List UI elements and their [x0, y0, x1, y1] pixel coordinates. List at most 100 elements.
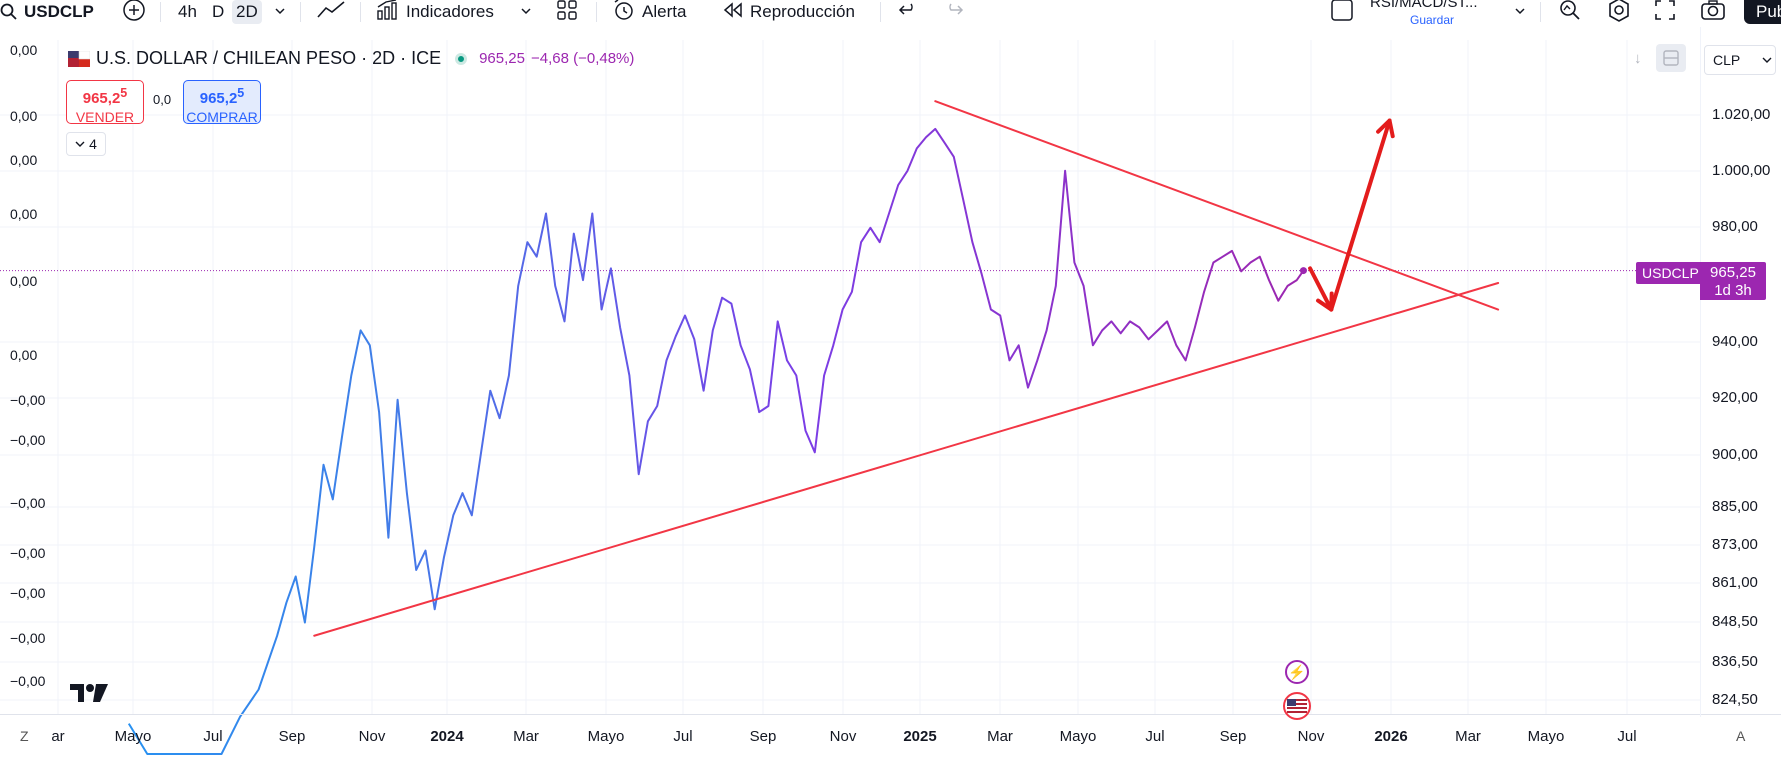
symbol-search[interactable]: USDCLP: [0, 0, 94, 24]
replay-label: Reproducción: [750, 2, 855, 21]
scale-tools: ↓: [1634, 44, 1686, 72]
buy-label: COMPRAR: [186, 109, 258, 125]
redo-button[interactable]: [944, 0, 964, 24]
drawn-arrow[interactable]: [1329, 118, 1392, 312]
us-economic-event-icon[interactable]: [1283, 692, 1311, 720]
layout-checkbox[interactable]: [1330, 0, 1354, 24]
price-scale-label: 836,50: [1712, 653, 1758, 670]
square-icon: [1330, 0, 1354, 27]
snapshot-button[interactable]: [1700, 0, 1726, 24]
time-scale-label: Nov: [358, 728, 386, 745]
drawn-arrow-head: [1376, 118, 1395, 139]
save-layout-link[interactable]: Guardar: [1410, 13, 1455, 27]
undo-button[interactable]: [898, 0, 918, 24]
collapse-indicators-button[interactable]: 4: [66, 132, 106, 156]
indicators-label: Indicadores: [406, 2, 494, 21]
left-scale-label: −0,00: [10, 545, 46, 561]
usdclp-series: [127, 127, 1307, 755]
chevron-down-icon: [274, 2, 286, 22]
replay-button[interactable]: Reproducción: [722, 0, 855, 24]
trendline-drawings[interactable]: [313, 100, 1500, 637]
compare-symbol-button[interactable]: [122, 0, 146, 24]
legend-price: 965,25: [479, 50, 525, 67]
price-scale-mode-button[interactable]: [1655, 44, 1686, 72]
symbol-price-tag: USDCLP: [1636, 262, 1705, 284]
left-scale-label: −0,00: [10, 673, 46, 689]
time-scale-label: 2026: [1374, 728, 1408, 745]
chevron-down-icon: [1514, 2, 1526, 22]
tradingview-logo-icon[interactable]: [70, 682, 110, 709]
top-toolbar: USDCLP 4h D 2D Indicadores: [0, 0, 1781, 27]
left-scale-label: −0,00: [10, 392, 46, 408]
sell-price-pip: 5: [120, 86, 128, 100]
timeframe-dropdown[interactable]: [274, 0, 286, 24]
trendline[interactable]: [934, 100, 1500, 311]
time-axis-border: [0, 714, 1781, 715]
price-axis-border: [1700, 27, 1701, 717]
timeframe-4h[interactable]: 4h: [178, 0, 197, 24]
price-scale-label: 940,00: [1712, 333, 1758, 350]
chevron-down-icon: [75, 136, 85, 152]
sell-price-main: 965,2: [82, 90, 121, 107]
trendline[interactable]: [313, 282, 1500, 637]
lightning-event-icon[interactable]: ⚡: [1285, 660, 1309, 684]
indicators-dropdown[interactable]: [520, 0, 532, 24]
toolbar-divider: [596, 2, 597, 22]
last-price-value: 965,25: [1710, 264, 1756, 281]
fullscreen-button[interactable]: [1654, 0, 1676, 24]
alert-button[interactable]: Alerta: [612, 0, 686, 24]
indicators-button[interactable]: Indicadores: [376, 0, 494, 24]
time-scale-label: 2025: [903, 728, 937, 745]
sell-label: VENDER: [75, 109, 135, 125]
zoom-out-button[interactable]: Z: [20, 728, 29, 744]
quick-search-button[interactable]: [1558, 0, 1582, 24]
plus-circle-icon: [122, 0, 146, 27]
undo-icon: [898, 2, 918, 23]
settings-button[interactable]: [1606, 0, 1632, 24]
price-scale-label: 873,00: [1712, 536, 1758, 553]
chart-legend[interactable]: U.S. DOLLAR / CHILEAN PESO · 2D · ICE 96…: [68, 48, 634, 69]
price-scale-label: 848,50: [1712, 613, 1758, 630]
time-scale-label: Mayo: [1527, 728, 1565, 745]
auto-scale-button[interactable]: A: [1736, 728, 1746, 744]
buy-price-pip: 5: [237, 86, 245, 100]
time-scale-label: Sep: [1219, 728, 1247, 745]
price-scale-label: 824,50: [1712, 691, 1758, 708]
publish-button[interactable]: Pub: [1744, 0, 1781, 24]
timeframe-d[interactable]: D: [212, 0, 224, 24]
price-line-series[interactable]: [127, 127, 1305, 755]
currency-selector[interactable]: CLP: [1704, 45, 1776, 75]
time-scale-label: 2024: [430, 728, 464, 745]
templates-button[interactable]: [556, 0, 578, 24]
time-scale-label: Jul: [673, 728, 693, 745]
spread-value: 0,0: [153, 92, 172, 107]
timeframe-label: D: [212, 2, 225, 21]
toolbar-divider: [300, 2, 301, 22]
arrow-down-icon[interactable]: ↓: [1634, 49, 1642, 67]
time-scale-label: Mayo: [1059, 728, 1097, 745]
gear-icon: [1606, 0, 1632, 28]
price-scale-label: 861,00: [1712, 574, 1758, 591]
price-scale-label: 920,00: [1712, 389, 1758, 406]
camera-icon: [1700, 0, 1726, 26]
redo-icon: [944, 2, 964, 23]
time-scale-label: Jul: [1617, 728, 1637, 745]
chart-type-button[interactable]: [316, 0, 346, 24]
left-scale-label: 0,00: [10, 108, 38, 124]
time-scale-label: Nov: [1297, 728, 1325, 745]
time-scale-label: Mayo: [587, 728, 625, 745]
layout-dropdown[interactable]: [1514, 0, 1526, 24]
layout-name[interactable]: RSI/MACD/ST...: [1370, 0, 1478, 11]
time-scale-label: Jul: [203, 728, 223, 745]
time-scale-label: Mar: [1455, 728, 1481, 745]
buy-price-main: 965,2: [199, 90, 238, 107]
price-scale-label: 885,00: [1712, 498, 1758, 515]
buy-button[interactable]: 965,25 COMPRAR: [183, 80, 261, 125]
timeframe-2d[interactable]: 2D: [232, 0, 262, 24]
sell-button[interactable]: 965,25 VENDER: [66, 80, 144, 125]
drawn-arrow[interactable]: [1308, 266, 1334, 312]
us-chile-flag-icon: [68, 50, 91, 67]
legend-title: U.S. DOLLAR / CHILEAN PESO · 2D · ICE: [96, 48, 442, 68]
